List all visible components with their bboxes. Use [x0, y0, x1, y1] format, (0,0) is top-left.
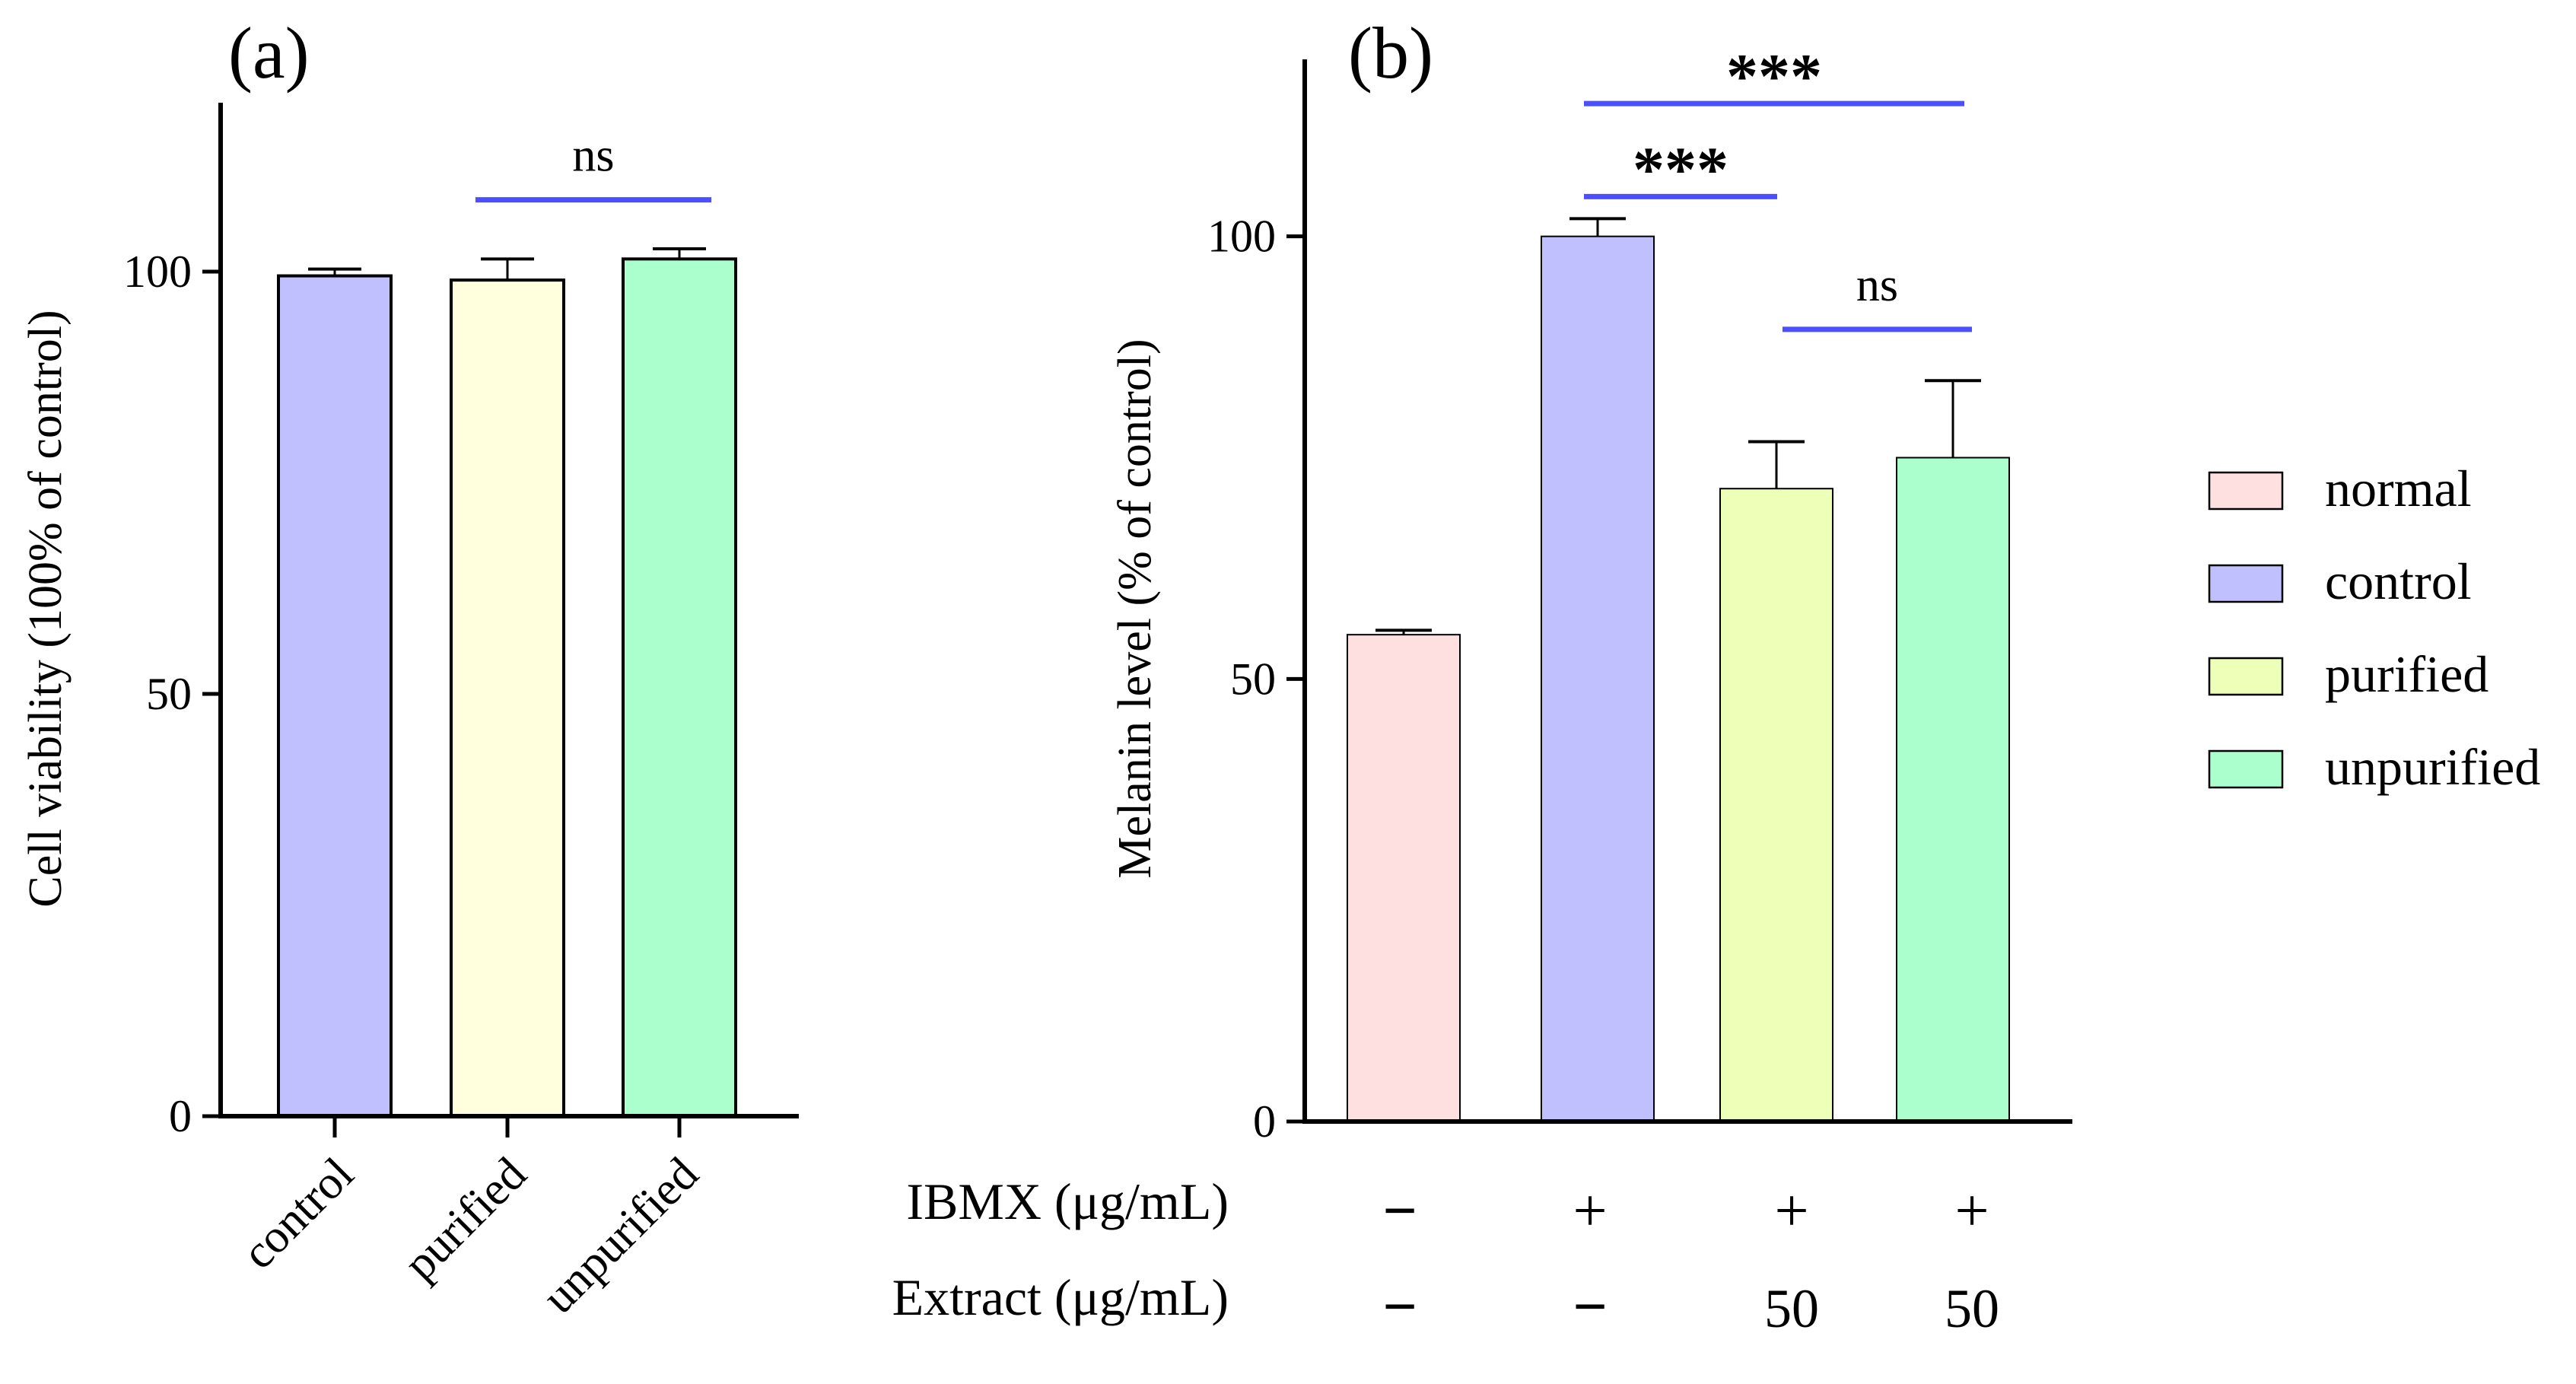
a-y-tick-label: 100	[123, 247, 192, 297]
panel-b-label: (b)	[1348, 12, 1433, 94]
b-y-tick-label: 0	[1253, 1096, 1276, 1147]
legend-label-control: control	[2325, 552, 2472, 610]
treatment-value: −	[1382, 1274, 1417, 1341]
panel-b: (b) Melanin level (% of control) 050100 …	[892, 12, 2541, 1341]
b-bar-unpurified	[1896, 457, 2010, 1122]
treatment-value: +	[1774, 1178, 1808, 1245]
b-y-tick-label: 50	[1230, 654, 1276, 704]
b-bar-normal	[1347, 634, 1461, 1122]
b-bar-control	[1541, 235, 1655, 1123]
treatment-value: +	[1954, 1178, 1989, 1245]
a-bar-purified	[450, 278, 565, 1118]
legend-label-purified: purified	[2325, 645, 2489, 703]
panel-a-y-axis-label: Cell viability (100% of control)	[20, 310, 72, 907]
legend-swatch-normal	[2208, 471, 2284, 511]
b-bar-purified	[1719, 488, 1833, 1122]
b-significance-label: ns	[1856, 259, 1898, 311]
treatment-value: +	[1573, 1178, 1607, 1245]
legend-swatch-purified	[2208, 657, 2284, 696]
a-x-tick-label-control: control	[233, 1148, 364, 1279]
legend-swatch-unpurified	[2208, 749, 2284, 789]
b-significance-label: ***	[1633, 134, 1728, 205]
a-y-tick-label: 50	[146, 669, 192, 719]
legend-label-unpurified: unpurified	[2325, 738, 2540, 796]
panel-a: (a) Cell viability (100% of control) 0 50…	[20, 12, 799, 1324]
panel-a-label: (a)	[228, 12, 310, 94]
panel-b-y-axis-label: Melanin level (% of control)	[1109, 339, 1161, 878]
treatment-value: 50	[1764, 1278, 1819, 1339]
b-significance-label: ***	[1726, 41, 1822, 112]
treatment-value: −	[1382, 1178, 1417, 1245]
a-bar-unpurified	[622, 257, 737, 1118]
b-y-tick-label: 100	[1207, 212, 1276, 262]
a-bar-control	[277, 274, 393, 1118]
treatment-row-label: IBMX (μg/mL)	[906, 1172, 1229, 1230]
legend-label-normal: normal	[2325, 460, 2472, 517]
a-x-tick-label-unpurified: unpurified	[533, 1148, 708, 1324]
treatment-row-label: Extract (μg/mL)	[892, 1268, 1229, 1326]
treatment-value: −	[1573, 1274, 1608, 1341]
a-x-tick-label-purified: purified	[394, 1148, 536, 1290]
legend-swatch-control	[2208, 564, 2284, 603]
a-y-tick-label: 0	[169, 1091, 192, 1141]
treatment-value: 50	[1945, 1278, 1999, 1339]
a-significance-label: ns	[572, 130, 614, 182]
